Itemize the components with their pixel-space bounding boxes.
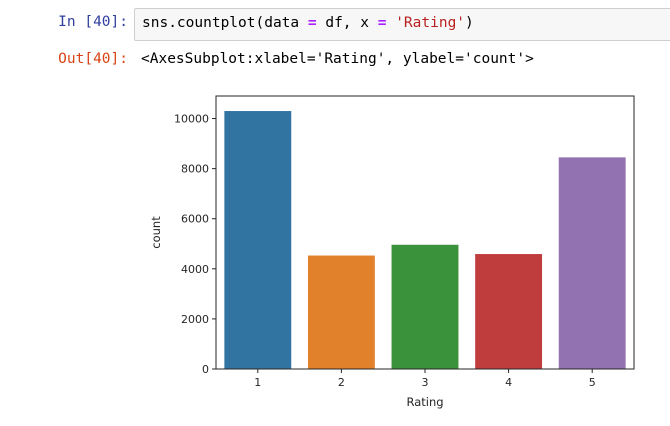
x-tick-label: 1 xyxy=(254,376,261,389)
code-text-args: df, x xyxy=(316,15,378,31)
code-operator: = xyxy=(377,15,387,31)
x-tick-label: 5 xyxy=(589,376,596,389)
y-tick-label: 8000 xyxy=(181,163,209,176)
y-tick-label: 2000 xyxy=(181,313,209,326)
code-text-call: sns.countplot(data xyxy=(142,15,308,31)
bar-rating-5 xyxy=(558,157,626,369)
y-tick-label: 6000 xyxy=(181,213,209,226)
x-tick-label: 4 xyxy=(505,376,512,389)
code-string: 'Rating' xyxy=(395,15,466,31)
bar-rating-4 xyxy=(475,254,543,369)
x-axis-label: Rating xyxy=(406,395,443,409)
y-axis-label: count xyxy=(149,216,163,249)
output-prompt: Out[40]: xyxy=(58,51,128,67)
code-text-close: ) xyxy=(465,15,474,31)
bar-rating-3 xyxy=(391,244,459,369)
code-operator: = xyxy=(307,15,317,31)
y-tick-label: 10000 xyxy=(174,113,209,126)
x-tick-label: 3 xyxy=(422,376,429,389)
x-tick-label: 2 xyxy=(338,376,345,389)
code-line[interactable]: sns.countplot(data = df, x = 'Rating') xyxy=(142,15,474,31)
output-text: <AxesSubplot:xlabel='Rating', ylabel='co… xyxy=(141,51,534,67)
code-input-area[interactable]: sns.countplot(data = df, x = 'Rating') xyxy=(134,8,670,41)
input-prompt: In [40]: xyxy=(58,14,128,30)
y-tick-label: 0 xyxy=(202,363,209,376)
bar-rating-1 xyxy=(224,111,292,369)
bar-rating-2 xyxy=(307,255,375,369)
y-tick-label: 4000 xyxy=(181,263,209,276)
